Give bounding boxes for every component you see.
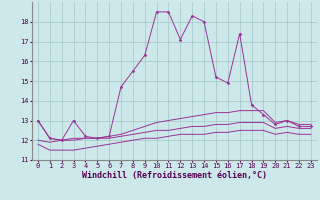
X-axis label: Windchill (Refroidissement éolien,°C): Windchill (Refroidissement éolien,°C): [82, 171, 267, 180]
